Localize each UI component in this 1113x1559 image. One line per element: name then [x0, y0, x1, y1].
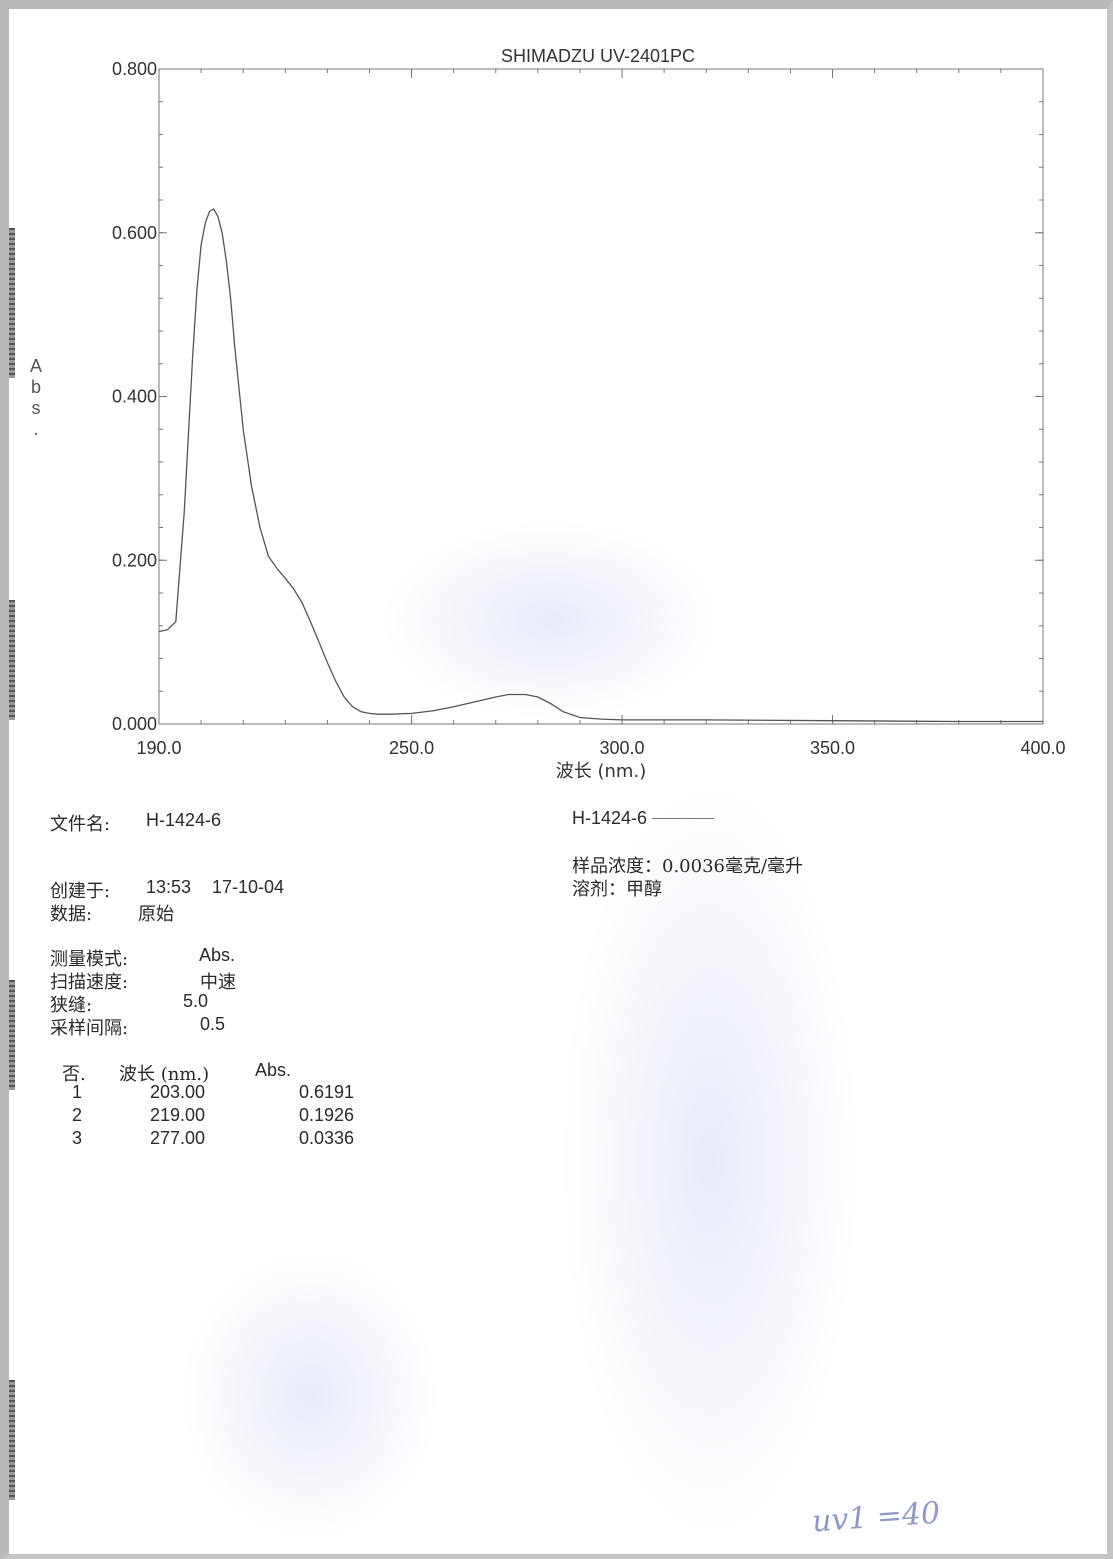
peak-no: 3 [72, 1128, 83, 1148]
speed-value: 中速 [200, 972, 236, 993]
binding-edge-mark [9, 228, 15, 378]
interval-label: 采样间隔: [50, 1018, 129, 1039]
y-tick-label: 0.800 [112, 59, 157, 79]
mode-value: Abs. [199, 945, 236, 965]
file-name-label: 文件名: [50, 814, 111, 835]
legend-line [652, 818, 714, 819]
y-tick-label: 0.000 [112, 714, 157, 734]
peak-wavelength: 203.00 [150, 1082, 206, 1102]
peak-abs: 0.0336 [299, 1128, 355, 1148]
peak-no: 1 [72, 1082, 83, 1102]
created-date: 17-10-04 [212, 877, 285, 897]
y-tick-label: 0.400 [112, 387, 157, 407]
data-value: 原始 [138, 904, 174, 925]
x-tick-label: 400.0 [1020, 738, 1065, 758]
chart-title: SHIMADZU UV-2401PC [501, 46, 695, 66]
binding-edge-mark [9, 600, 15, 720]
slit-value: 5.0 [183, 991, 209, 1011]
peak-wavelength: 219.00 [150, 1105, 206, 1125]
peak-abs: 0.6191 [299, 1082, 355, 1102]
x-tick-label: 350.0 [810, 738, 855, 758]
file-name-value: H-1424-6 [146, 810, 222, 830]
peak-wavelength: 277.00 [150, 1128, 206, 1148]
peak-table-header-wavelength: 波长 (nm.) [119, 1064, 210, 1085]
legend-label: H-1424-6 [572, 808, 648, 828]
y-tick-label: 0.600 [112, 223, 157, 243]
peak-abs: 0.1926 [299, 1105, 355, 1125]
peak-table-header-abs: Abs. [255, 1060, 292, 1080]
absorbance-spectrum-chart: SHIMADZU UV-2401PC 0.0000.2000.4000.6000… [112, 46, 1066, 782]
peak-table-header-no: 否. [62, 1064, 86, 1085]
tick-label-group: 0.000 0.200 0.400 0.600 0.800 190.0 250.0 300.0… [112, 59, 1066, 758]
tick-group [158, 68, 1044, 725]
slit-label: 狭缝: [50, 995, 93, 1016]
plot-frame [158, 68, 1044, 725]
spectrum-line [158, 208, 1043, 723]
x-tick-label: 190.0 [136, 738, 181, 758]
sample-concentration: 样品浓度：0.0036毫克/毫升 [572, 856, 804, 877]
mode-label: 测量模式: [50, 949, 129, 970]
speed-label: 扫描速度: [50, 972, 129, 993]
data-label: 数据: [50, 904, 93, 925]
created-label: 创建于: [50, 881, 111, 902]
peak-no: 2 [72, 1105, 83, 1125]
x-tick-label: 300.0 [600, 738, 645, 758]
created-time: 13:53 [146, 877, 192, 897]
binding-edge-mark [9, 980, 15, 1090]
y-tick-label: 0.200 [112, 550, 157, 570]
x-tick-label: 250.0 [389, 738, 434, 758]
binding-edge-mark [9, 1380, 15, 1500]
x-axis-label: 波长 (nm.) [556, 761, 646, 782]
solvent: 溶剂：甲醇 [572, 879, 662, 900]
interval-value: 0.5 [200, 1014, 226, 1034]
